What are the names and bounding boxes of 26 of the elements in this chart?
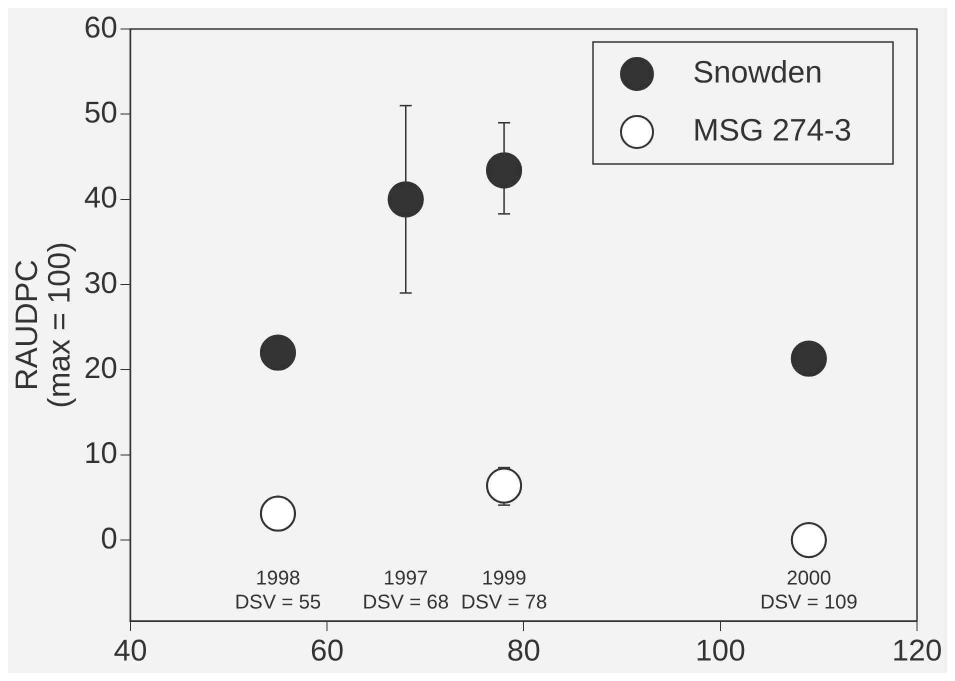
y-tick-label: 20 xyxy=(84,352,118,385)
x-tick-label: 80 xyxy=(507,634,540,668)
x-tick-label: 120 xyxy=(892,634,942,668)
point xyxy=(790,340,827,377)
point xyxy=(486,152,522,188)
x-tick-label: 100 xyxy=(695,634,746,668)
y-tick-label: 60 xyxy=(84,11,118,44)
annotation: 2000 DSV = 109 xyxy=(760,568,858,614)
point xyxy=(486,468,522,504)
y-tick-label: 30 xyxy=(84,266,118,300)
legend-label: MSG 274-3 xyxy=(693,112,852,148)
point xyxy=(790,522,827,558)
y-tick-label: 50 xyxy=(84,96,118,130)
y-tick-label: 40 xyxy=(84,182,118,215)
legend-label: Snowden xyxy=(693,54,822,90)
x-tick-label: 60 xyxy=(310,634,344,668)
x-tick-label: 40 xyxy=(114,634,148,668)
y-tick-label: 10 xyxy=(84,437,118,470)
annotation: 1999 DSV = 78 xyxy=(460,568,548,614)
annotation: 1997 DSV = 68 xyxy=(362,568,449,614)
y-tick-label: 0 xyxy=(100,522,118,556)
point xyxy=(388,181,424,218)
y-axis-title: RAUDPC (max = 100) xyxy=(8,242,76,408)
point xyxy=(260,496,296,532)
annotation: 1998 DSV = 55 xyxy=(234,568,322,614)
point xyxy=(260,334,296,371)
